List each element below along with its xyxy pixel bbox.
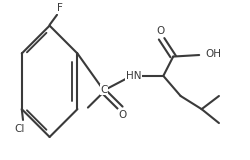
Text: HN: HN xyxy=(126,71,142,81)
Text: OH: OH xyxy=(205,49,221,59)
Text: O: O xyxy=(118,110,127,120)
Text: F: F xyxy=(56,3,62,13)
Text: O: O xyxy=(156,26,164,36)
Text: C: C xyxy=(100,85,108,95)
Text: Cl: Cl xyxy=(14,124,24,134)
